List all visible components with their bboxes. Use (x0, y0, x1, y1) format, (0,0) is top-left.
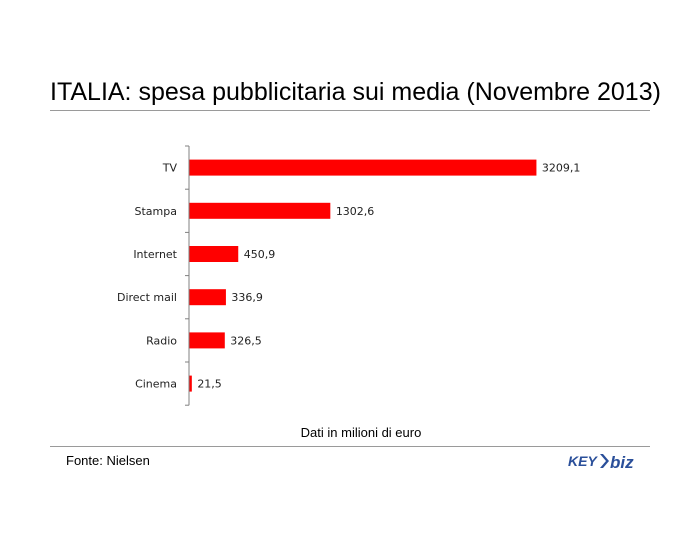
category-label: TV (162, 162, 178, 175)
source-note: Fonte: Nielsen (66, 453, 150, 468)
x-axis-title: Dati in milioni di euro (301, 425, 422, 440)
y-axis (185, 145, 190, 406)
logo-text-biz: biz (610, 453, 634, 472)
value-labels: 3209,1 1302,6 450,9 336,9 326,5 21,5 (197, 162, 580, 391)
bar-direct-mail (189, 289, 226, 306)
category-label: Cinema (135, 378, 177, 391)
bar-radio (189, 332, 225, 349)
bars (189, 159, 537, 392)
value-label: 3209,1 (542, 162, 581, 175)
chart-title: ITALIA: spesa pubblicitaria sui media (N… (50, 78, 661, 106)
footer-divider (50, 446, 650, 447)
bar-internet (189, 246, 239, 262)
logo-arrow-icon (600, 454, 609, 468)
logo-text-key: KEY (568, 453, 598, 469)
category-labels: TV Stampa Internet Direct mail Radio Cinema (117, 162, 178, 391)
value-label: 21,5 (197, 378, 222, 391)
category-label: Internet (133, 248, 177, 261)
keybiz-logo-icon: KEY biz (568, 453, 634, 472)
value-label: 1302,6 (336, 205, 375, 218)
category-label: Radio (146, 334, 177, 347)
value-label: 326,5 (230, 334, 262, 347)
value-label: 336,9 (231, 291, 263, 304)
bar-tv (189, 159, 537, 176)
title-divider (50, 110, 650, 111)
category-label: Direct mail (117, 291, 177, 304)
bar-cinema (189, 375, 192, 392)
value-label: 450,9 (244, 248, 276, 261)
category-label: Stampa (135, 205, 177, 218)
bar-stampa (189, 202, 331, 219)
